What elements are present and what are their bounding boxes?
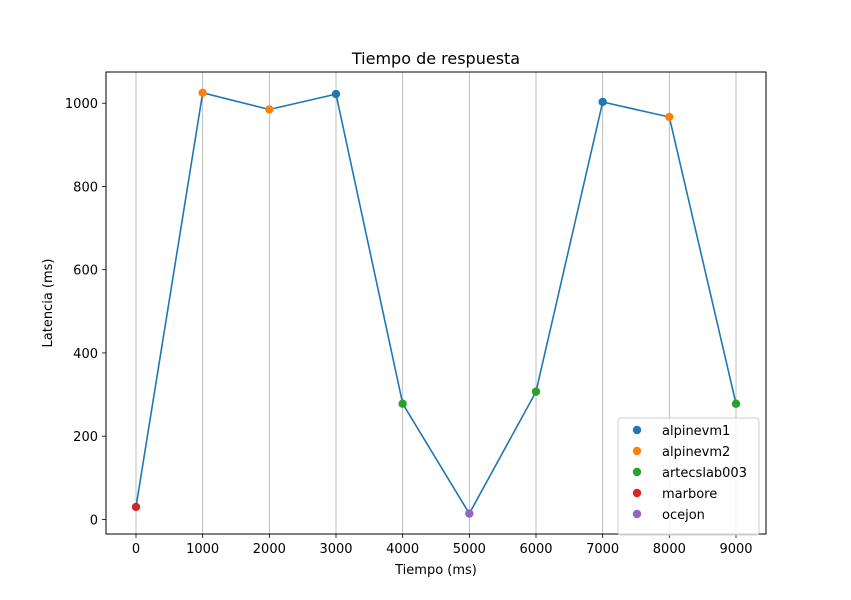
y-tick-label: 600 [73, 264, 98, 279]
legend-marker-marbore [632, 488, 642, 498]
x-tick-label: 1000 [186, 542, 219, 557]
data-point-artecslab003 [531, 387, 541, 396]
data-point-artecslab003 [398, 399, 407, 408]
y-tick-label: 800 [73, 180, 98, 195]
legend-label-marbore: marbore [662, 487, 717, 502]
x-tick-label: 0 [132, 542, 140, 557]
x-tick-label: 7000 [586, 542, 619, 557]
x-tick-label: 9000 [719, 542, 752, 557]
legend-marker-ocejon [632, 509, 642, 519]
y-axis-label: Latencia (ms) [41, 259, 56, 348]
data-point-alpinevm2 [265, 105, 274, 114]
x-tick-label: 4000 [386, 542, 419, 557]
y-axis-ticks: 0 200 400 600 800 1000 [65, 97, 106, 528]
data-point-ocejon [465, 509, 474, 518]
data-point-alpinevm1 [331, 89, 341, 99]
data-point-alpinevm2 [198, 88, 207, 98]
x-tick-label: 6000 [519, 542, 552, 557]
legend-box [617, 417, 760, 536]
series-line-layer [135, 92, 737, 515]
x-tick-label: 5000 [453, 542, 486, 557]
legend-label-alpinevm1: alpinevm1 [662, 424, 730, 439]
legend-marker-alpinevm1 [632, 425, 642, 435]
legend-label-alpinevm2: alpinevm2 [662, 445, 730, 460]
x-axis-ticks: 0 1000 2000 3000 4000 5000 6000 7000 8000 9000 [132, 534, 753, 557]
legend-marker-alpinevm2 [632, 446, 642, 456]
plot-area-frame [105, 71, 767, 535]
chart-title: Tiempo de respuesta [351, 49, 520, 68]
data-point-alpinevm1 [598, 97, 607, 107]
x-axis-label: Tiempo (ms) [394, 563, 477, 578]
y-tick-label: 1000 [65, 97, 98, 112]
y-tick-label: 200 [73, 430, 98, 445]
legend-label-artecslab003: artecslab003 [662, 466, 747, 481]
data-point-artecslab003 [731, 399, 741, 408]
legend-label-ocejon: ocejon [662, 508, 705, 523]
y-tick-label: 0 [90, 513, 98, 528]
legend-marker-artecslab003 [632, 467, 642, 477]
x-tick-label: 8000 [653, 542, 686, 557]
data-points [131, 88, 741, 518]
data-point-alpinevm2 [665, 112, 674, 122]
x-tick-label: 3000 [319, 542, 352, 557]
x-tick-label: 2000 [253, 542, 286, 557]
legend: alpinevm1 alpinevm2 artecslab003 marbore oce… [617, 417, 760, 536]
series-line [135, 92, 737, 515]
data-point-marbore [131, 502, 141, 512]
y-tick-label: 400 [73, 347, 98, 362]
